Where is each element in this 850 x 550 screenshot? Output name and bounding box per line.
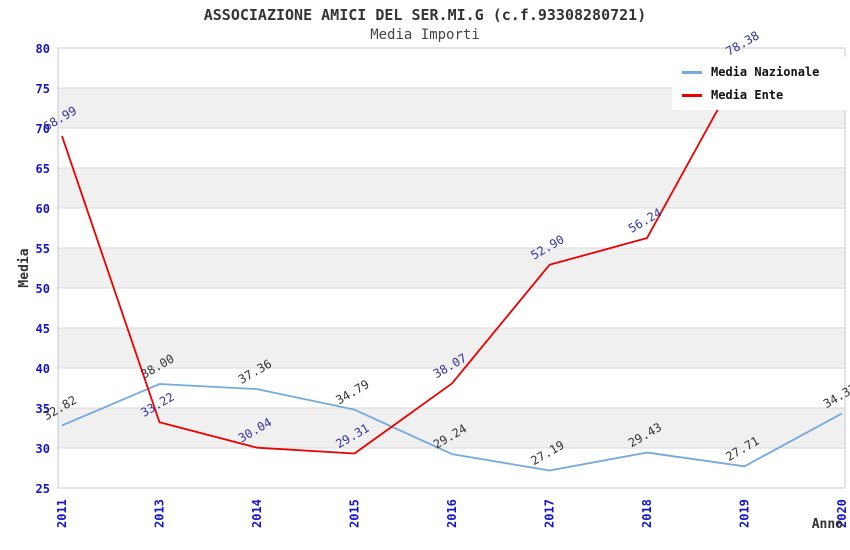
y-tick-label: 75 — [36, 82, 50, 96]
y-tick-label: 45 — [36, 322, 50, 336]
legend-label: Media Ente — [711, 88, 784, 102]
band — [58, 408, 845, 448]
y-tick-label: 40 — [36, 362, 50, 376]
data-label: 34.79 — [333, 377, 371, 407]
y-tick-label: 35 — [36, 402, 50, 416]
x-tick-label: 2016 — [445, 499, 459, 528]
band — [58, 328, 845, 368]
alternating-bands — [58, 88, 845, 448]
legend-label: Media Nazionale — [711, 65, 820, 79]
y-tick-label: 70 — [36, 122, 50, 136]
chart-subtitle: Media Importi — [370, 27, 480, 43]
x-tick-label: 2015 — [348, 499, 362, 528]
y-tick-label: 80 — [36, 42, 50, 56]
x-tick-label: 2017 — [543, 499, 557, 528]
y-tick-label: 25 — [36, 482, 50, 496]
band — [58, 248, 845, 288]
y-tick-label: 55 — [36, 242, 50, 256]
x-axis-tick-labels: 2011 2013 2014 2015 2016 2017 2018 2019 2020 — [55, 499, 849, 528]
data-label: 78.38 — [723, 28, 761, 58]
x-tick-label: 2013 — [153, 499, 167, 528]
x-tick-label: 2011 — [55, 499, 69, 528]
chart-title: ASSOCIAZIONE AMICI DEL SER.MI.G (c.f.933… — [203, 6, 647, 24]
y-tick-label: 65 — [36, 162, 50, 176]
x-tick-label: 2018 — [640, 499, 654, 528]
x-tick-label: 2014 — [250, 499, 264, 528]
series-line-media-nazionale — [61, 383, 843, 472]
legend-line-swatch — [682, 93, 702, 97]
legend-line-swatch — [682, 70, 702, 74]
series-line-media-ente — [61, 60, 746, 455]
x-tick-label: 2019 — [738, 499, 752, 528]
legend-item-media-ente: Media Ente — [682, 88, 836, 102]
series-lines — [61, 60, 843, 472]
data-label: 34.32 — [821, 381, 850, 411]
legend-item-media-nazionale: Media Nazionale — [682, 65, 836, 79]
band — [58, 168, 845, 208]
y-axis-title: Media — [17, 248, 32, 287]
x-axis-title: Anno — [812, 517, 843, 532]
legend: Media Nazionale Media Ente — [672, 57, 846, 110]
y-axis-tick-labels: 25 30 35 40 45 50 55 60 65 70 75 80 — [36, 42, 50, 496]
plot-border — [57, 47, 846, 489]
x-tick-label: 2020 — [835, 499, 849, 528]
y-tick-label: 30 — [36, 442, 50, 456]
data-label: 56.24 — [626, 206, 664, 236]
y-tick-label: 50 — [36, 282, 50, 296]
y-tick-label: 60 — [36, 202, 50, 216]
